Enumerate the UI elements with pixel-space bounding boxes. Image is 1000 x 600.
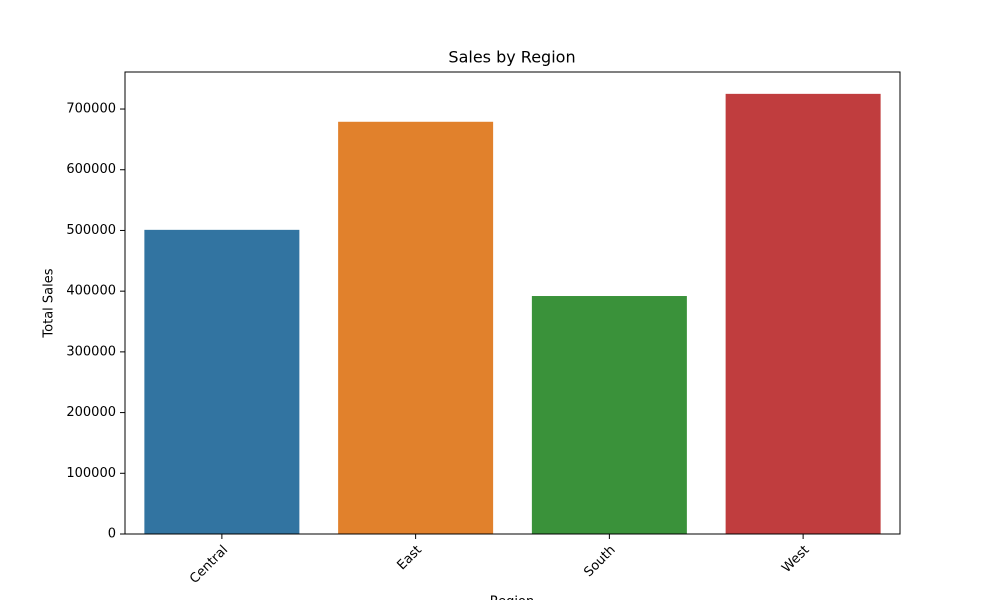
bar [144, 229, 300, 534]
y-tick-label: 300000 [66, 344, 116, 359]
y-tick-label: 400000 [66, 284, 116, 299]
x-tick-label: West [779, 543, 812, 576]
x-tick-label: Central [187, 543, 231, 587]
bar [725, 93, 881, 534]
x-tick-label: East [394, 543, 424, 573]
y-tick-label: 100000 [66, 466, 116, 481]
y-tick-label: 600000 [66, 162, 116, 177]
x-tick-label: South [581, 543, 618, 580]
plot-frame [124, 71, 901, 535]
y-tick-label: 200000 [66, 405, 116, 420]
x-axis-label: Region [490, 595, 535, 600]
y-axis-label: Total Sales [42, 268, 57, 338]
y-tick-label: 500000 [66, 223, 116, 238]
y-tick-label: 0 [108, 527, 116, 542]
bar [338, 121, 494, 535]
bar [531, 296, 687, 534]
y-tick-label: 700000 [66, 102, 116, 117]
chart-title: Sales by Region [448, 48, 575, 67]
